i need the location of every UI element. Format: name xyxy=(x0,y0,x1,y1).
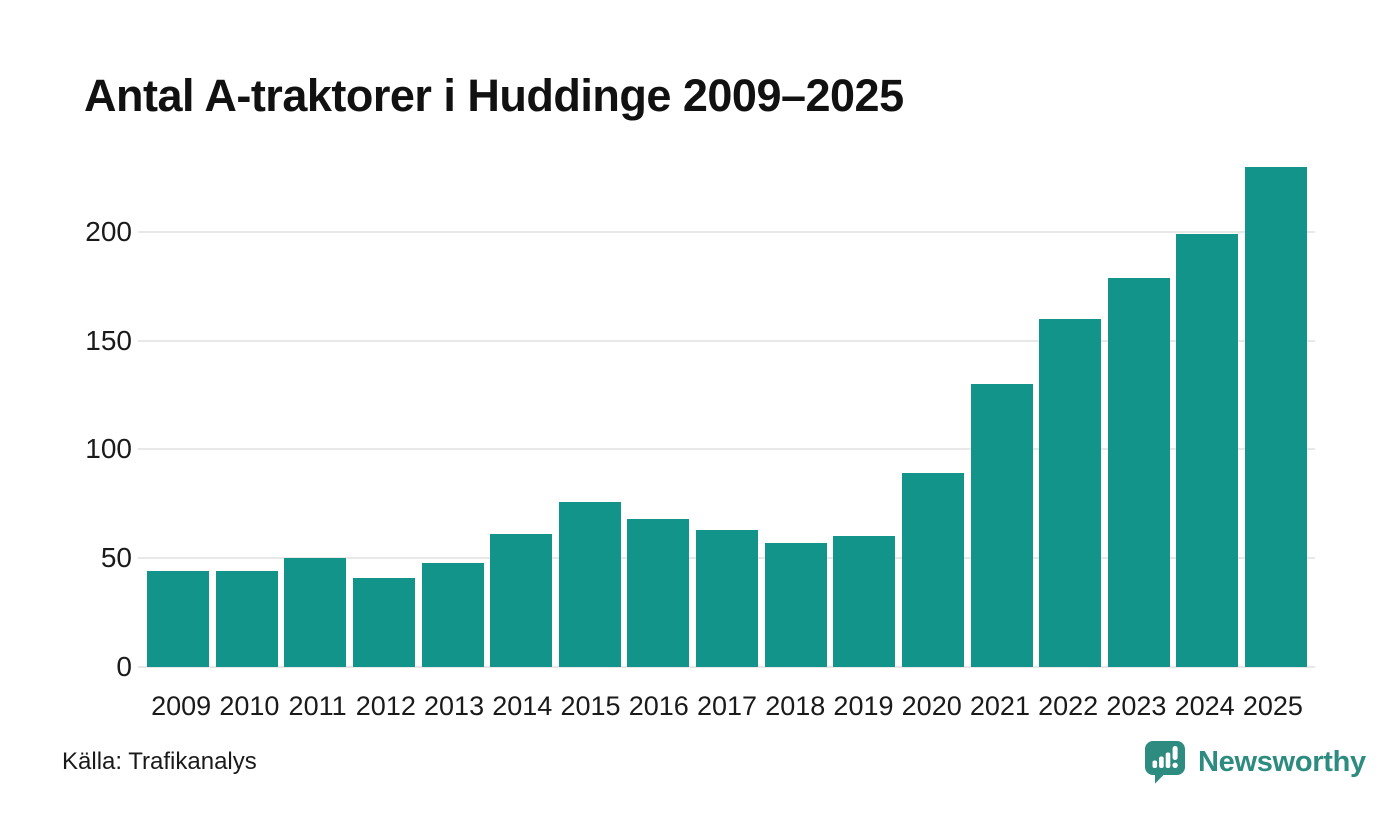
x-tick-label-2010: 2010 xyxy=(219,691,280,721)
bar-2012 xyxy=(352,577,415,667)
x-tick-label-2018: 2018 xyxy=(765,691,826,721)
x-tick-label-2011: 2011 xyxy=(288,691,347,721)
grid-line-100 xyxy=(138,448,1315,451)
bar-2010 xyxy=(215,571,278,667)
bar-2017 xyxy=(696,529,758,667)
y-tick-label-0: 0 xyxy=(116,651,132,682)
y-tick-label-100: 100 xyxy=(85,433,132,465)
y-tick-label-150: 150 xyxy=(85,324,132,356)
bar-2011 xyxy=(284,558,347,667)
y-axis: 0 50 100 150 200 xyxy=(0,160,132,682)
bar-2014 xyxy=(490,534,553,667)
plot-area xyxy=(147,160,1307,667)
newsworthy-wordmark: Newsworthy xyxy=(1198,746,1366,778)
x-tick-label-2016: 2016 xyxy=(628,691,689,721)
bar-2024 xyxy=(1176,233,1239,667)
bar-2018 xyxy=(764,542,827,667)
x-tick-label-2015: 2015 xyxy=(560,691,621,721)
x-tick-label-2019: 2019 xyxy=(833,691,894,721)
x-tick-label-2023: 2023 xyxy=(1106,691,1167,721)
bar-2016 xyxy=(627,519,690,667)
bar-2025 xyxy=(1245,166,1307,667)
x-tick-label-2012: 2012 xyxy=(355,691,416,721)
bar-2021 xyxy=(970,384,1033,667)
chart-title: Antal A-traktorer i Huddinge 2009–2025 xyxy=(84,70,904,121)
grid-line-150 xyxy=(138,339,1315,342)
newsworthy-bubble-chart-icon xyxy=(1145,741,1185,784)
x-tick-label-2021: 2021 xyxy=(969,691,1030,721)
bar-2013 xyxy=(421,562,484,667)
x-axis: 2009 2010 2011 2012 2013 2014 2015 2016 2017 2018… xyxy=(147,691,1307,722)
y-tick-label-50: 50 xyxy=(100,542,132,574)
x-tick-label-2014: 2014 xyxy=(492,691,553,721)
bar-2022 xyxy=(1039,318,1102,667)
newsworthy-logo: Newsworthy xyxy=(1143,739,1366,786)
bar-2009 xyxy=(147,571,209,667)
bar-2015 xyxy=(558,501,621,667)
x-tick-label-2022: 2022 xyxy=(1038,691,1099,721)
grid-line-200 xyxy=(138,230,1315,233)
source-note: Källa: Trafikanalys xyxy=(62,748,257,775)
x-tick-label-2013: 2013 xyxy=(424,691,485,721)
grid-line-0 xyxy=(138,666,1315,668)
x-tick-label-2024: 2024 xyxy=(1174,691,1235,721)
bar-2020 xyxy=(901,473,964,667)
bar-2019 xyxy=(833,536,896,667)
bar-2023 xyxy=(1107,277,1170,667)
y-tick-label-200: 200 xyxy=(85,215,132,247)
x-tick-label-2025: 2025 xyxy=(1242,691,1303,721)
x-tick-label-2020: 2020 xyxy=(901,691,962,721)
x-tick-label-2017: 2017 xyxy=(696,691,758,721)
x-tick-label-2009: 2009 xyxy=(151,691,212,721)
